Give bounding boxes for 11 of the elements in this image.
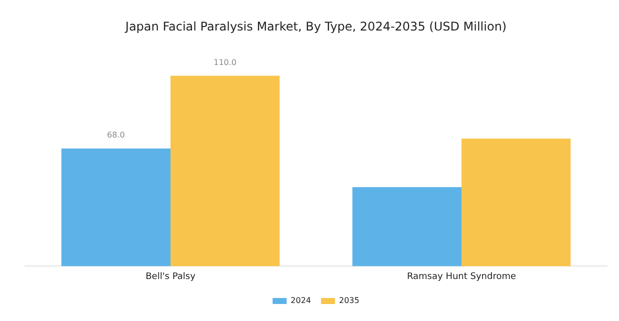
data-label: 68.0 [107, 130, 125, 140]
bar [61, 148, 170, 266]
legend-label: 2035 [339, 296, 360, 306]
x-tick-label: Bell's Palsy [146, 272, 196, 282]
legend-label: 2024 [290, 296, 311, 306]
x-tick-label: Ramsay Hunt Syndrome [406, 272, 516, 282]
bar [352, 187, 462, 266]
bar [170, 76, 280, 266]
bar [462, 138, 571, 266]
chart-title: Japan Facial Paralysis Market, By Type, 2024-2035 (USD Million) [124, 19, 507, 34]
data-label: 110.0 [214, 58, 237, 67]
